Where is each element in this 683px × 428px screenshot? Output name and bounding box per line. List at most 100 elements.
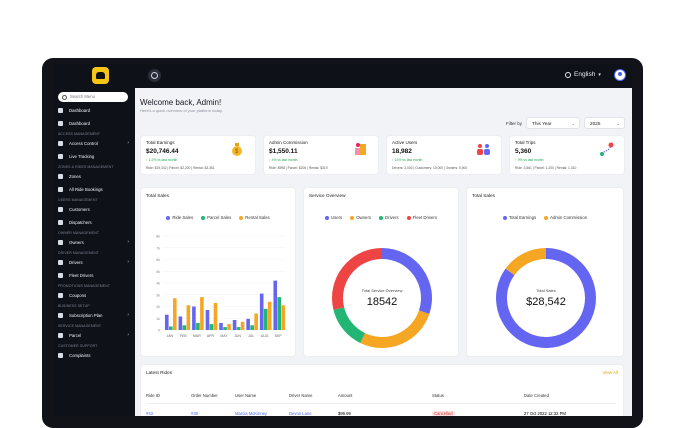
bar[interactable] — [267, 301, 272, 330]
sidebar-item[interactable]: › Access Control — [54, 137, 135, 150]
sidebar-item[interactable]: Dashboard — [54, 117, 135, 130]
bar[interactable] — [246, 318, 250, 330]
table-cell[interactable]: Devon Lane — [289, 411, 312, 416]
bar[interactable] — [196, 322, 200, 330]
legend-item[interactable]: Owners — [350, 215, 371, 220]
table-cell[interactable]: Marcia McKinney — [235, 411, 268, 416]
sidebar-label: Parcel — [69, 333, 82, 338]
card-breakdown: Drivers: 3,000 | Customers: 10,000 | Own… — [392, 166, 468, 170]
legend-item-parcel[interactable]: Parcel Sales — [201, 215, 231, 220]
sidebar-item[interactable]: Dispatchers — [54, 216, 135, 229]
donut-slice[interactable] — [505, 248, 546, 276]
bar[interactable] — [165, 314, 169, 330]
bar[interactable] — [169, 326, 173, 330]
menu-item-icon — [58, 240, 63, 245]
legend-item[interactable]: Admin Commission — [544, 215, 587, 220]
search-input[interactable]: Search Menu — [58, 92, 128, 102]
app-screen: English ▾ Search Menu Dashboard Dashboard… — [54, 64, 632, 416]
sidebar-section-label: SERVICE MANAGEMENT — [54, 322, 135, 329]
y-tick-label: 6k — [156, 258, 160, 262]
bar[interactable] — [213, 302, 218, 330]
donut-slice[interactable] — [332, 248, 382, 310]
sidebar-item[interactable]: › Parcel — [54, 329, 135, 342]
menu-item-icon — [58, 220, 63, 225]
table-header: User Name — [235, 393, 257, 398]
legend-item-ride[interactable]: Ride Sales — [166, 215, 193, 220]
user-avatar[interactable] — [614, 69, 626, 81]
bar[interactable] — [232, 320, 237, 330]
sidebar-item[interactable]: Complaints — [54, 349, 135, 362]
route-icon — [600, 142, 614, 156]
y-tick-label: 1k — [156, 317, 160, 321]
sidebar-label: Complaints — [69, 353, 91, 358]
legend-label: Total Earnings — [508, 215, 537, 220]
sidebar: Search Menu Dashboard Dashboard ACCESS MAN… — [54, 88, 135, 416]
bar[interactable] — [192, 306, 196, 331]
sidebar-item[interactable]: Dashboard — [54, 104, 135, 117]
card-active-users: Active Users 18,982 ↑ 13% vs last month … — [386, 135, 502, 175]
bar[interactable] — [209, 324, 214, 330]
donut-slice[interactable] — [382, 248, 432, 315]
legend-item-rental[interactable]: Rental Sales — [239, 215, 270, 220]
legend-item[interactable]: Drivers — [379, 215, 399, 220]
bar[interactable] — [273, 280, 278, 330]
menu-item-icon — [58, 154, 63, 159]
bar[interactable] — [277, 297, 282, 330]
year-select[interactable]: 2025 ⌄ — [584, 117, 625, 129]
svg-text:$: $ — [235, 149, 239, 155]
bar[interactable] — [263, 308, 268, 330]
table-header: Driver Name — [289, 393, 313, 398]
sidebar-label: Drivers — [69, 260, 83, 265]
bar[interactable] — [182, 325, 187, 330]
panel-title: Service Overview — [309, 193, 346, 198]
bar[interactable] — [254, 313, 258, 330]
legend-label: Parcel Sales — [207, 215, 232, 220]
period-select[interactable]: This Year ⌄ — [526, 117, 580, 129]
legend-item[interactable]: Fleet Drivers — [406, 215, 437, 220]
bar[interactable] — [178, 316, 183, 330]
sidebar-item[interactable]: › Drivers — [54, 256, 135, 269]
sidebar-item[interactable]: Customers — [54, 203, 135, 216]
bar[interactable] — [219, 322, 223, 330]
bar[interactable] — [250, 325, 254, 330]
sidebar-item[interactable]: › Subscription Plan — [54, 309, 135, 322]
sidebar-section-label: CUSTOMER SUPPORT — [54, 342, 135, 349]
bar[interactable] — [186, 305, 191, 330]
table-cell: #43 — [146, 411, 153, 416]
donut-center-value: 18542 — [367, 296, 398, 308]
sidebar-item[interactable]: Live Tracking — [54, 150, 135, 163]
language-selector[interactable]: English ▾ — [565, 71, 601, 78]
sidebar-item[interactable]: Fleet Drivers — [54, 269, 135, 282]
view-all-link[interactable]: View All — [602, 370, 618, 375]
bar[interactable] — [227, 324, 231, 330]
table-cell[interactable]: #43 — [146, 411, 153, 416]
bar[interactable] — [173, 298, 177, 330]
sidebar-item[interactable]: Zones — [54, 170, 135, 183]
sidebar-item[interactable]: Coupons — [54, 289, 135, 302]
app-logo[interactable] — [92, 67, 109, 84]
sidebar-item[interactable]: All Ride Bookings — [54, 183, 135, 196]
table-cell[interactable]: #38 — [191, 411, 198, 416]
bar[interactable] — [205, 310, 210, 330]
total-sales-panel: Total Sales Total Earnings Admin Commissi… — [466, 187, 624, 357]
donut-slice[interactable] — [333, 307, 366, 344]
bar[interactable] — [236, 327, 241, 330]
legend-item[interactable]: Users — [324, 215, 342, 220]
bar-chart: 0 1k 2k 3k 4k 5k 6k 7k 8k JAN FEB MAR APR MAY JUN JUL AU… — [156, 235, 286, 338]
globe-icon — [565, 71, 571, 78]
legend-item[interactable]: Total Earnings — [502, 215, 537, 220]
bar[interactable] — [259, 293, 264, 330]
y-tick-label: 4k — [156, 282, 160, 286]
sidebar-item[interactable]: › Owners — [54, 236, 135, 249]
legend-dot — [544, 215, 549, 220]
bar[interactable] — [223, 327, 227, 330]
menu-toggle-icon[interactable] — [148, 69, 161, 82]
table-cell: Marcia McKinney — [235, 411, 267, 416]
bar[interactable] — [240, 321, 245, 330]
bar[interactable] — [281, 305, 286, 330]
sidebar-label: Dispatchers — [69, 220, 92, 225]
bar[interactable] — [200, 297, 204, 330]
donut-slice[interactable] — [360, 310, 430, 348]
sidebar-menu: Dashboard Dashboard ACCESS MANAGEMENT › Acce… — [54, 104, 135, 362]
sidebar-section-label: BUSINESS SETUP — [54, 302, 135, 309]
